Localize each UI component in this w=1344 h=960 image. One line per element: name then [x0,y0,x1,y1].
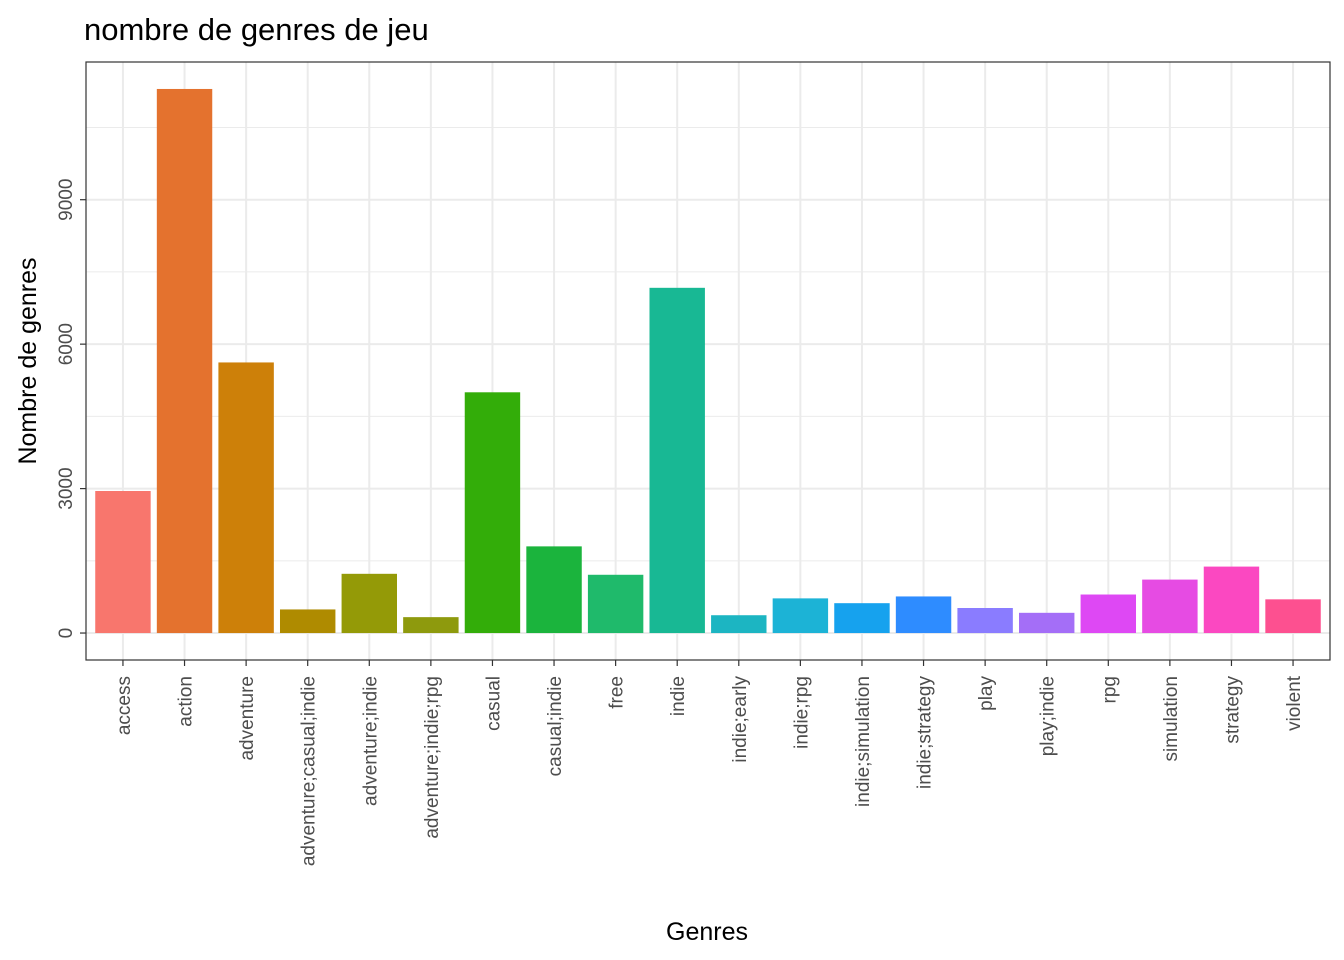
x-tick-label: indie;simulation [853,676,874,807]
x-tick-label: adventure;indie;rpg [422,676,443,839]
bar-play [957,608,1013,634]
bar-adventure-indie-rpg [403,617,459,634]
x-axis-title: Genres [666,918,748,946]
x-tick-label: casual;indie [545,676,566,776]
bar-adventure-casual-indie [279,609,336,634]
x-tick-label: casual [483,676,504,731]
bar-indie-rpg [772,598,829,634]
x-tick-label: rpg [1099,676,1120,703]
x-tick-label: play;indie [1038,676,1059,756]
bar-casual [464,392,521,634]
x-tick-label: access [114,676,135,735]
bar-strategy [1203,566,1260,634]
x-tick-label: adventure [237,676,258,761]
y-tick-label: 9000 [56,179,77,221]
bar-free [587,574,644,634]
bar-casual-indie [526,546,582,634]
y-axis-title: Nombre de genres [14,257,42,464]
x-tick-label: play [976,676,997,711]
bar-adventure [218,362,274,634]
bar-indie [649,287,705,634]
y-tick-label: 0 [56,628,77,639]
chart-title: nombre de genres de jeu [84,12,429,47]
x-tick-label: strategy [1222,676,1243,744]
bar-play-indie [1019,612,1075,634]
x-tick-label: indie;strategy [915,676,936,790]
x-tick-label: violent [1284,675,1305,731]
bar-simulation [1142,579,1198,634]
y-axis: 0 3000 6000 9000 [56,179,86,639]
x-tick-label: free [607,676,628,709]
x-tick-label: indie;rpg [791,676,812,749]
bar-adventure-indie [341,573,397,634]
bar-indie-strategy [895,596,952,634]
y-tick-label: 6000 [56,323,77,365]
panel-border [85,61,1331,661]
bars [95,88,1321,634]
bar-action [156,88,213,634]
x-tick-label: indie;early [730,676,751,763]
bar-violent [1265,599,1321,634]
y-tick-label: 3000 [56,467,77,509]
x-tick-label: adventure;casual;indie [299,676,320,866]
bar-rpg [1080,594,1137,634]
x-tick-label: simulation [1161,676,1182,762]
bar-indie-early [711,615,767,634]
x-axis: access action adventure adventure;casual;in… [114,660,1305,866]
x-tick-label: indie [668,676,689,716]
x-tick-label: action [176,676,197,727]
x-tick-label: adventure;indie [360,676,381,806]
bar-indie-simulation [834,603,890,634]
bar-access [95,491,151,634]
